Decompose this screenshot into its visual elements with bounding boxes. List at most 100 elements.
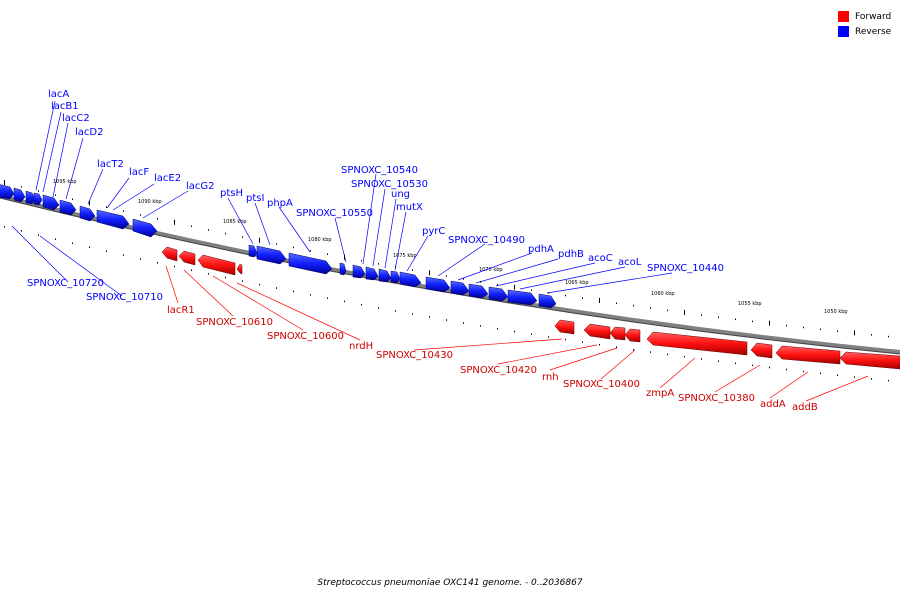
reverse-gene-arrow[interactable]	[352, 264, 366, 279]
reverse-gene-arrow[interactable]	[390, 270, 401, 284]
genome-backbone-line	[0, 194, 900, 354]
scale-tick	[463, 278, 464, 280]
forward-gene-arrow[interactable]	[161, 246, 178, 262]
reverse-gene-arrow[interactable]	[450, 280, 470, 296]
scale-tick	[242, 280, 243, 282]
reverse-gene-arrow[interactable]	[25, 190, 36, 205]
scale-tick	[497, 327, 498, 330]
gene-label-SPNOXC-10550: SPNOXC_10550	[296, 208, 373, 219]
reverse-leader-lines	[11, 100, 673, 297]
reverse-gene-arrow[interactable]	[13, 187, 26, 203]
gene-label-SPNOXC-10710: SPNOXC_10710	[86, 292, 163, 303]
gene-label-lacG2: lacG2	[186, 181, 215, 192]
reverse-gene-arrow[interactable]	[42, 194, 60, 211]
scale-tick	[4, 179, 5, 185]
scale-tick	[735, 362, 736, 365]
gene-label-addB: addB	[792, 402, 818, 413]
gene-label-SPNOXC-10440: SPNOXC_10440	[647, 263, 724, 274]
gene-label-SPNOXC-10400: SPNOXC_10400	[563, 379, 640, 390]
scale-tick	[599, 297, 600, 303]
scale-label: 1060 kbp	[651, 291, 675, 297]
forward-gene-arrow[interactable]	[236, 263, 243, 275]
scale-tick	[854, 330, 855, 336]
reverse-gene-arrow[interactable]	[425, 276, 451, 293]
reverse-gene-arrow[interactable]	[288, 252, 333, 275]
reverse-gene-arrow[interactable]	[365, 266, 379, 281]
reverse-gene-arrow[interactable]	[488, 286, 509, 302]
forward-gene-arrow[interactable]	[624, 328, 641, 343]
scale-tick	[548, 292, 549, 294]
scale-tick	[531, 289, 532, 291]
scale-tick	[55, 238, 56, 240]
scale-tick	[242, 236, 243, 238]
forward-gene-arrow[interactable]	[554, 319, 575, 335]
gene-label-lacA: lacA	[48, 89, 69, 100]
reverse-gene-arrow[interactable]	[132, 218, 158, 238]
forward-gene-arrow[interactable]	[646, 331, 748, 356]
scale-tick	[89, 246, 90, 248]
gene-label-pdhB: pdhB	[558, 249, 584, 260]
scale-tick	[650, 307, 651, 309]
scale-tick	[378, 263, 379, 265]
forward-gene-arrow[interactable]	[775, 345, 841, 365]
scale-tick	[514, 284, 515, 290]
reverse-gene-arrow[interactable]	[339, 262, 347, 276]
forward-gene-arrow[interactable]	[583, 323, 611, 340]
legend-reverse: Reverse	[838, 24, 891, 39]
scale-tick	[21, 230, 22, 232]
reverse-gene-arrow[interactable]	[96, 209, 130, 230]
scale-label: 1095 kbp	[53, 179, 77, 185]
forward-gene-arrow[interactable]	[750, 342, 773, 359]
scale-tick	[463, 322, 464, 324]
scale-tick	[650, 351, 651, 353]
gene-label-acoC: acoC	[588, 253, 613, 264]
scale-tick	[259, 237, 260, 243]
gene-label-mutX: mutX	[396, 202, 423, 213]
scale-tick	[191, 269, 192, 271]
genome-backbone-shadow	[0, 197, 900, 355]
gene-label-SPNOXC-10600: SPNOXC_10600	[267, 331, 344, 342]
gene-label-ptsI: ptsI	[246, 193, 264, 204]
scale-tick	[565, 338, 566, 341]
forward-gene-arrow[interactable]	[178, 250, 196, 266]
reverse-gene-arrow[interactable]	[248, 244, 258, 258]
scale-label: 1080 kbp	[308, 237, 332, 243]
gene-label-lacE2: lacE2	[154, 173, 181, 184]
reverse-gene-arrow[interactable]	[0, 184, 15, 200]
reverse-gene-arrow[interactable]	[33, 192, 43, 206]
scale-tick	[548, 336, 549, 338]
scale-tick	[327, 297, 328, 299]
scale-tick	[361, 303, 362, 306]
reverse-gene-arrow[interactable]	[59, 199, 77, 216]
scale-tick	[106, 206, 107, 208]
scale-tick	[616, 346, 617, 348]
scale-tick	[582, 341, 583, 343]
reverse-gene-arrow[interactable]	[256, 245, 287, 265]
forward-gene-arrow[interactable]	[197, 254, 236, 276]
reverse-gene-arrow[interactable]	[399, 271, 422, 288]
scale-tick	[871, 334, 872, 336]
scale-tick	[38, 234, 39, 236]
scale-tick	[769, 320, 770, 326]
scale-tick	[157, 262, 158, 264]
gene-label-ptsH: ptsH	[220, 188, 243, 199]
gene-label-SPNOXC-10430: SPNOXC_10430	[376, 350, 453, 361]
reverse-gene-arrow[interactable]	[507, 289, 538, 306]
scale-tick	[684, 309, 685, 315]
gene-label-SPNOXC-10610: SPNOXC_10610	[196, 317, 273, 328]
scale-tick	[684, 355, 685, 358]
scale-tick	[820, 372, 821, 375]
scale-tick	[820, 328, 821, 331]
scale-label: 1065 kbp	[565, 280, 589, 286]
reverse-gene-arrow[interactable]	[378, 268, 392, 283]
scale-tick	[854, 376, 855, 378]
reverse-gene-arrow[interactable]	[538, 293, 557, 309]
forward-gene-arrow[interactable]	[609, 326, 626, 341]
scale-tick	[225, 276, 226, 279]
scale-ticks	[4, 179, 889, 382]
forward-gene-arrow[interactable]	[839, 351, 900, 370]
reverse-gene-arrow[interactable]	[79, 205, 96, 222]
scale-label: 1075 kbp	[393, 253, 417, 259]
scale-label: 1085 kbp	[223, 219, 247, 225]
reverse-gene-arrow[interactable]	[468, 283, 489, 299]
